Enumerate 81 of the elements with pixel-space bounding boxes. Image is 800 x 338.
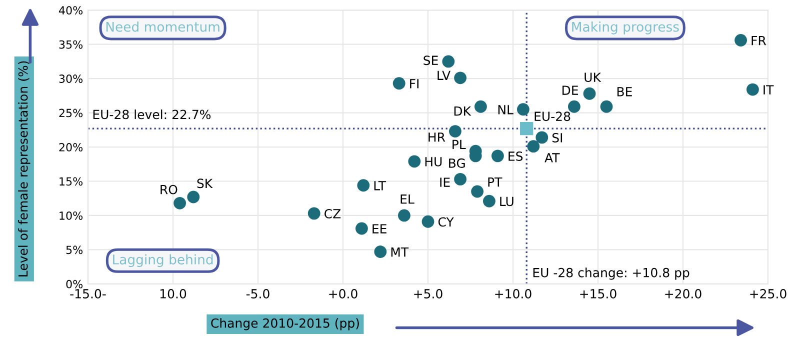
point [398,209,410,222]
point [583,87,596,100]
y-tick-label: 30% [59,74,83,83]
point [448,125,462,138]
ref-line-label: EU-28 level: 22.7% [93,110,211,120]
x-tick-label: +25.0 [750,289,786,298]
annotation: LU [500,196,514,206]
y-tick-label: 25% [59,108,83,118]
annotation: IE [440,178,450,187]
point [374,246,387,258]
point [408,155,421,168]
annotation: CY [438,217,454,227]
annotation: HU [425,157,442,166]
annotation: ES [508,151,523,161]
y-tick-label: 20% [59,143,83,152]
point [355,222,368,235]
annotation: EL [400,194,414,204]
x-tick-label: +10.0 [495,289,532,298]
x-tick-label: -5.0 [246,289,270,298]
annotation: FR [752,36,766,46]
annotation: MT [391,247,409,257]
y-tick-label: 15% [60,177,83,186]
annotation: AT [544,153,560,162]
annotation: Need momentum [106,22,220,32]
point [527,140,540,153]
y-axis-title: Level of female representation (%) [18,61,30,276]
annotation: BG [449,158,465,168]
x-axis-title: Change 2010-2015 (pp) [211,318,359,330]
annotation: RO [160,184,178,194]
point [600,100,613,113]
point [734,34,748,46]
y-tick-label: 10% [60,211,83,220]
point [187,190,200,204]
y-tick-label: 5% [66,246,83,254]
point [392,77,406,90]
y-tick-label: 40% [58,6,83,15]
annotation: Making progress [572,22,679,34]
annotation: IT [764,85,774,94]
annotation: EU-28 [534,112,570,122]
point [491,150,504,162]
ref-line-label: EU -28 change: +10.8 pp [533,268,690,280]
point [568,100,580,113]
point [442,55,455,68]
annotation: UK [584,72,602,82]
point [482,194,496,208]
point [174,196,186,210]
y-tick-label: 0% [66,280,83,288]
annotation: BE [617,87,632,96]
annotation: SK [197,178,213,188]
annotation: DK [454,106,472,116]
point [357,179,370,192]
annotation: DE [562,86,578,95]
point [454,172,467,186]
y-tick-label: 35% [59,40,83,49]
annotation: FI [410,79,418,88]
x-tick-label: 10.0 [160,289,186,298]
x-tick-label: -15.0- [70,289,106,298]
annotation: PL [452,140,466,150]
annotation: HR [428,132,446,142]
annotation: Lagging behind [113,254,213,268]
x-tick-label: +5.0 [414,289,442,298]
point [746,83,759,96]
point [520,122,534,136]
annotation: EE [372,224,386,234]
x-tick-label: +15.0 [580,289,616,298]
x-tick-label: +20.0 [665,289,702,298]
point [471,185,484,198]
point [454,72,467,84]
point [474,100,487,113]
annotation: PT [488,178,502,187]
point [422,215,434,228]
point [536,131,548,144]
point [308,207,320,220]
annotation: CZ [324,208,341,218]
annotation: SE [424,56,438,66]
annotation: SI [552,133,562,142]
annotation: NL [498,105,514,114]
x-tick-label: +0.0 [329,289,358,298]
annotation: LV [438,70,450,80]
annotation: LT [374,181,386,190]
point [516,103,530,116]
